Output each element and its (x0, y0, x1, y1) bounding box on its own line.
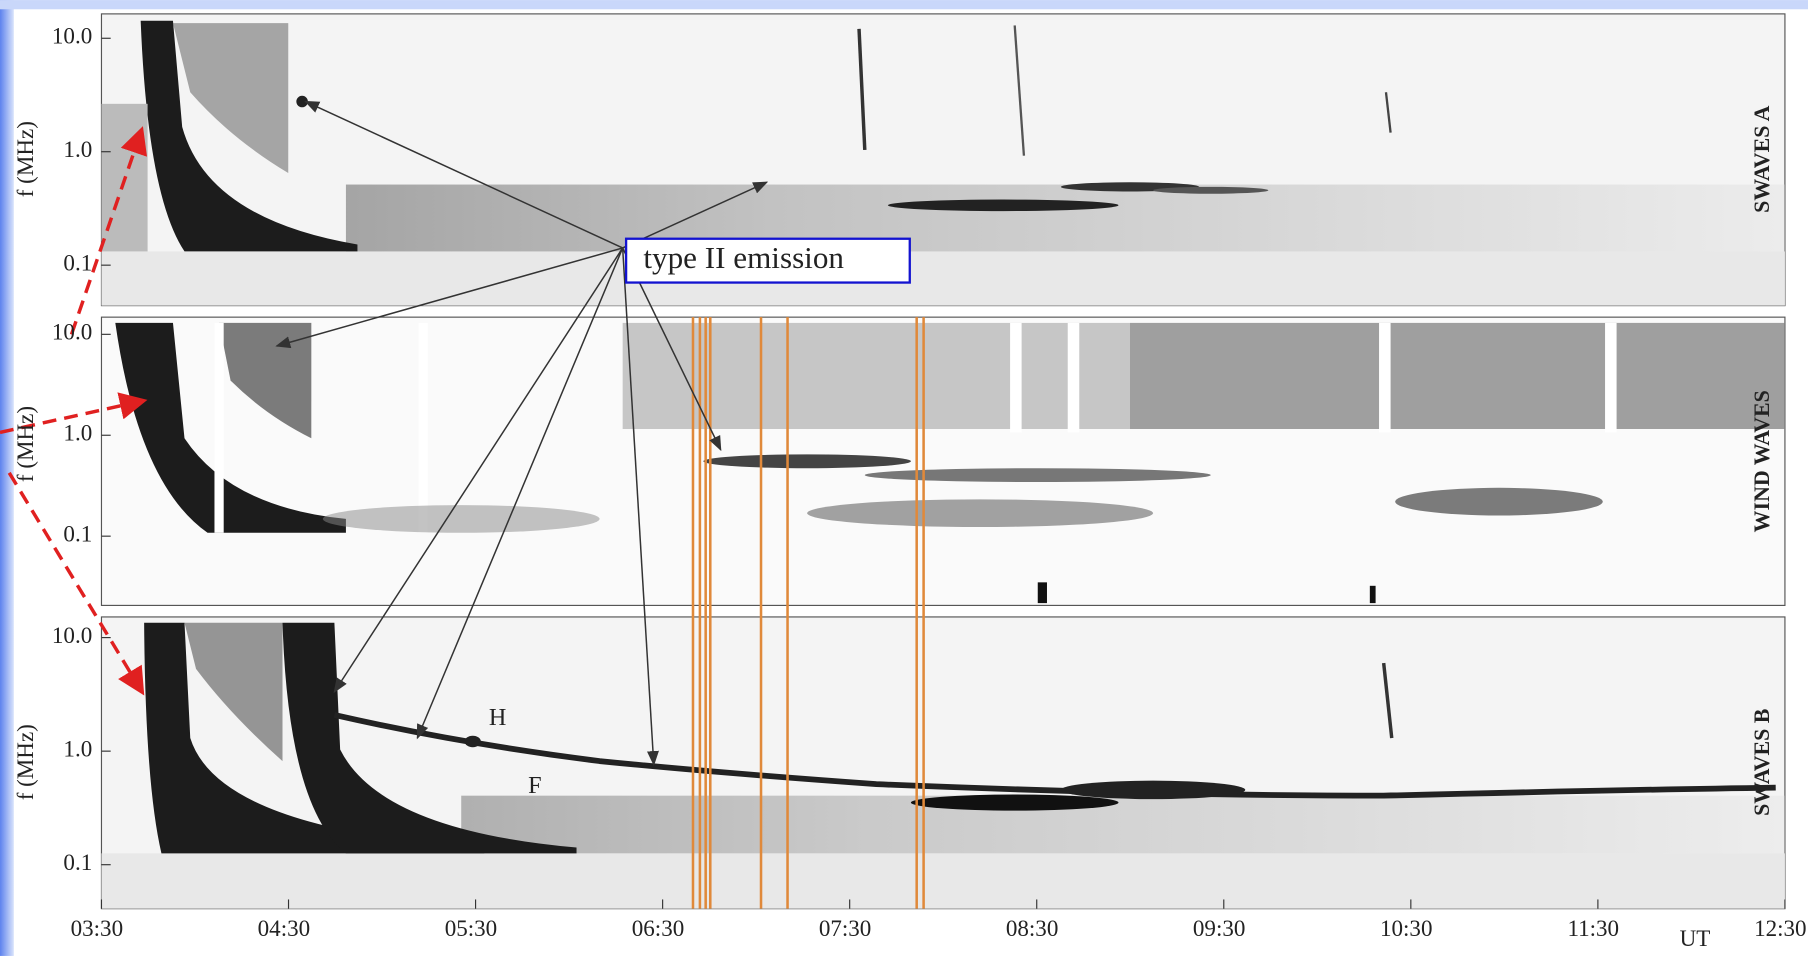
y-tick-label: 1.0 (63, 735, 92, 761)
x-axis-label: UT (1680, 925, 1711, 951)
y-tick-label: 0.1 (63, 849, 92, 875)
y-tick-label: 0.1 (63, 520, 92, 546)
x-tick-label: 04:30 (258, 915, 311, 941)
y-tick-label: 10.0 (52, 23, 92, 49)
x-tick-label: 12:30 (1754, 915, 1807, 941)
x-tick-label: 09:30 (1193, 915, 1246, 941)
y-axis-label: f (MHz) (12, 724, 38, 800)
y-axis-label: f (MHz) (12, 121, 38, 197)
x-tick-label: 03:30 (71, 915, 124, 941)
x-tick-label: 07:30 (819, 915, 871, 941)
spectrogram-wind (101, 317, 1784, 605)
y-tick-label: 0.1 (63, 249, 92, 275)
x-tick-label: 05:30 (445, 915, 498, 941)
panel-title: SWAVES A (1749, 105, 1774, 212)
panel-title: SWAVES B (1749, 709, 1774, 816)
spectrogram-a (101, 14, 1784, 306)
frame-strip (0, 0, 1808, 9)
figure: type II emission H F SWAVES A WIND WAVES… (0, 0, 1808, 956)
y-tick-label: 10.0 (52, 622, 92, 648)
x-tick-label: 08:30 (1006, 915, 1058, 941)
x-tick-label: 06:30 (632, 915, 684, 941)
y-tick-label: 10.0 (52, 319, 92, 345)
annotation: type II emission (643, 240, 844, 275)
annotation: H (489, 704, 506, 731)
x-tick-label: 10:30 (1380, 915, 1433, 941)
annotation: F (528, 772, 541, 799)
y-tick-label: 1.0 (63, 420, 92, 446)
y-axis-label: f (MHz) (12, 406, 38, 482)
x-tick-label: 11:30 (1567, 915, 1619, 941)
y-tick-label: 1.0 (63, 136, 92, 162)
panel-title: WIND WAVES (1749, 390, 1774, 532)
